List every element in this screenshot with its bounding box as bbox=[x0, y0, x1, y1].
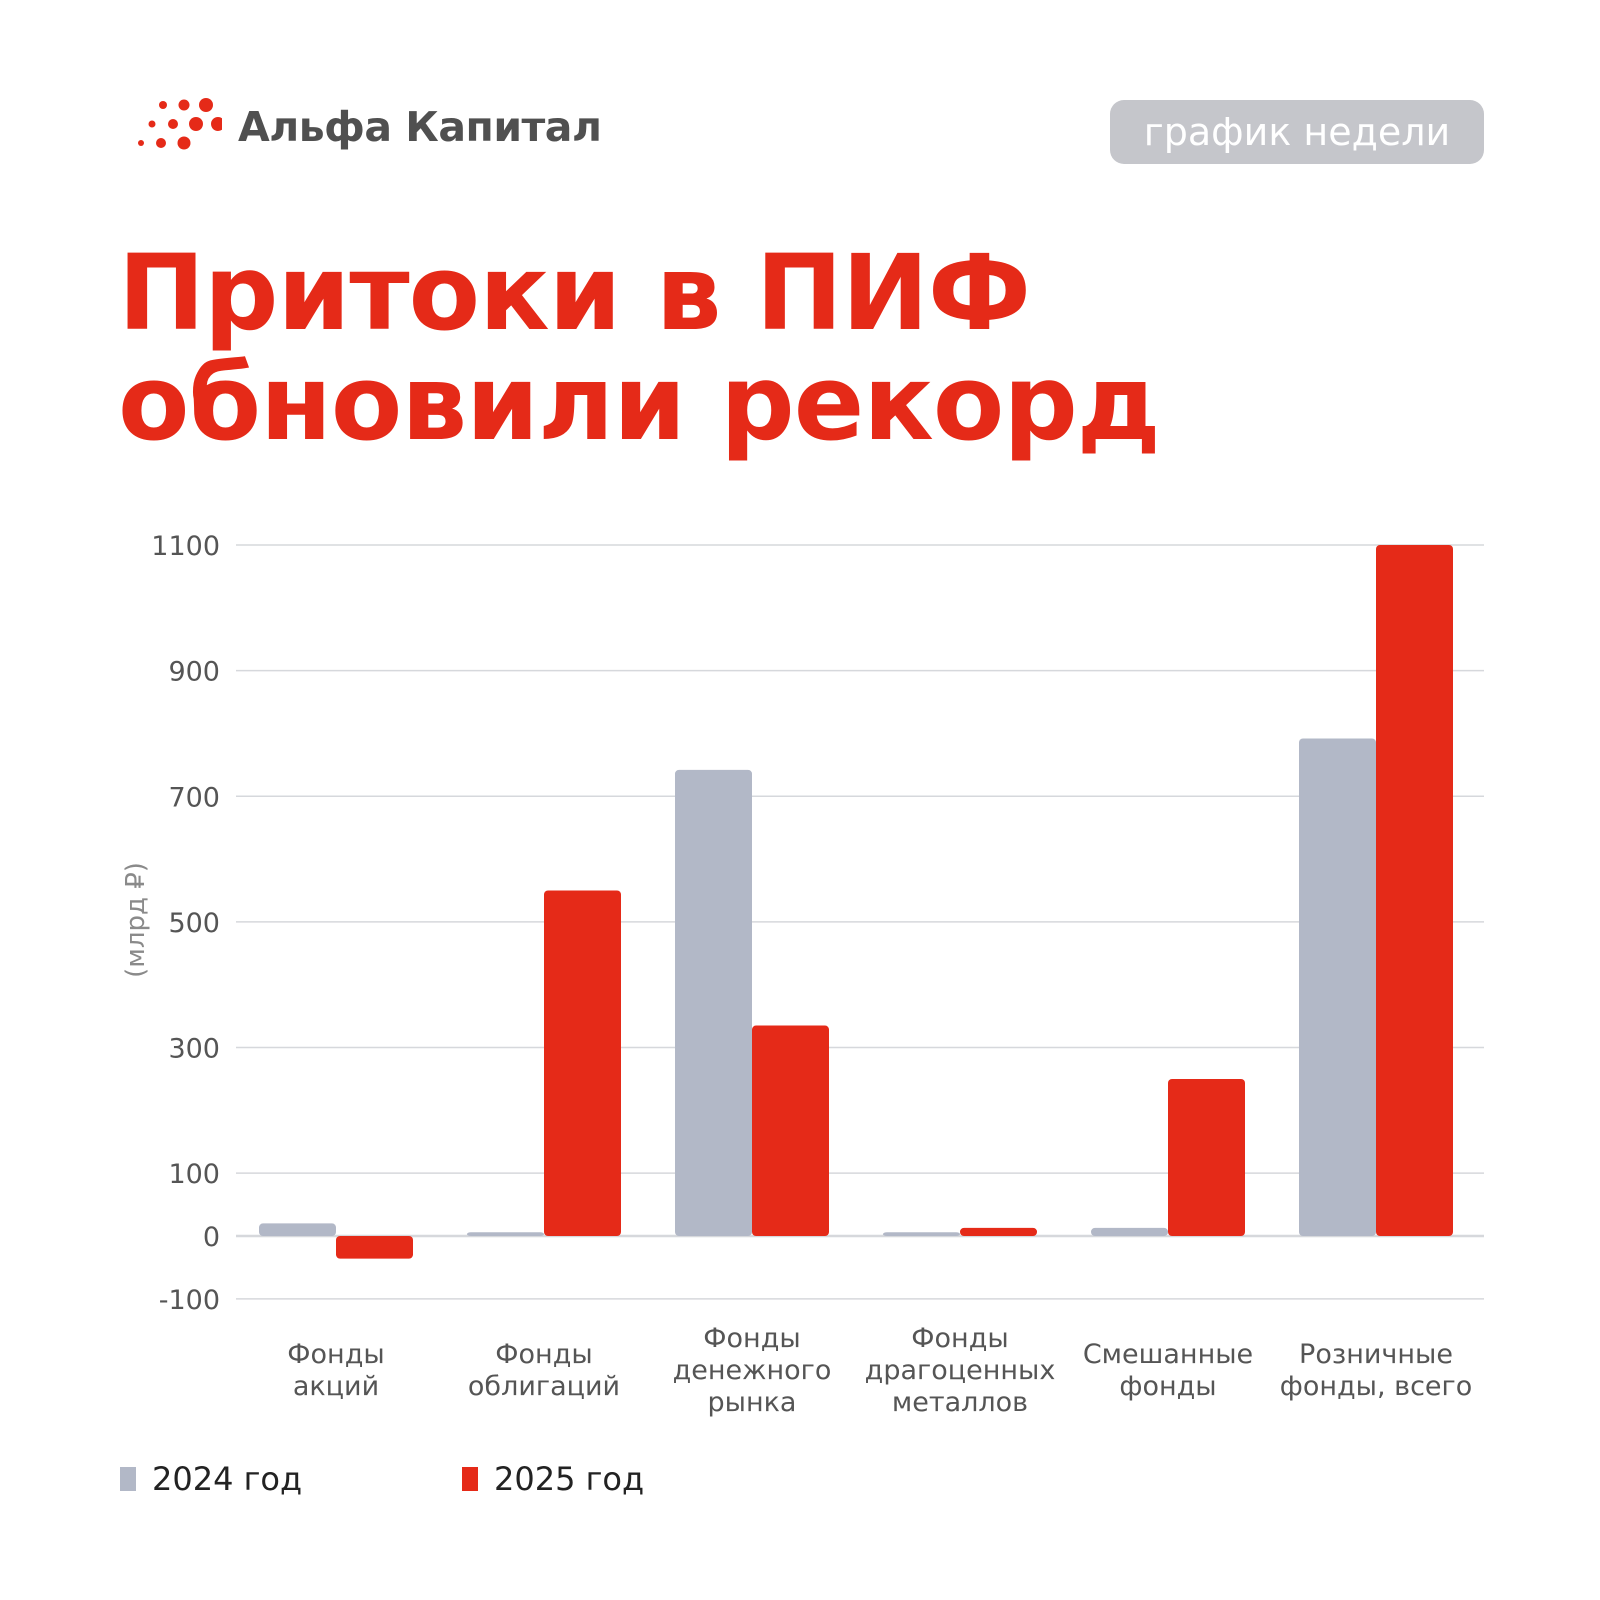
x-tick-label: Фонды bbox=[495, 1339, 592, 1370]
bar-2024 bbox=[259, 1223, 336, 1236]
legend-item-2024: 2024 год bbox=[120, 1460, 302, 1498]
y-tick-label: 700 bbox=[168, 782, 220, 813]
bar-2025 bbox=[336, 1236, 413, 1259]
x-tick-label: Смешанные bbox=[1083, 1339, 1253, 1370]
x-tick-label: облигаций bbox=[468, 1371, 620, 1402]
bar-2025 bbox=[1376, 545, 1453, 1236]
x-tick-label: фонды, всего bbox=[1280, 1371, 1472, 1402]
page-title: Притоки в ПИФ обновили рекорд bbox=[118, 232, 1161, 464]
bar-2025 bbox=[752, 1025, 829, 1236]
x-tick-label: Фонды bbox=[911, 1323, 1008, 1354]
bar-2024 bbox=[467, 1232, 544, 1236]
y-tick-label: 100 bbox=[168, 1159, 220, 1190]
bar-2024 bbox=[1299, 738, 1376, 1236]
x-tick-label: Розничные bbox=[1299, 1339, 1453, 1370]
bar-2024 bbox=[1091, 1227, 1168, 1236]
bar-2025 bbox=[960, 1227, 1037, 1236]
bar-2025 bbox=[1168, 1078, 1245, 1236]
y-tick-label: 900 bbox=[168, 657, 220, 688]
y-tick-label: 500 bbox=[168, 908, 220, 939]
legend-label-2024: 2024 год bbox=[152, 1460, 303, 1498]
x-tick-label: акций bbox=[293, 1371, 379, 1402]
y-axis-label: (млрд ₽) bbox=[121, 862, 151, 978]
bar-2024 bbox=[675, 769, 752, 1236]
x-tick-label: драгоценных bbox=[865, 1355, 1056, 1386]
x-tick-label: металлов bbox=[892, 1387, 1028, 1418]
bar-2024 bbox=[883, 1232, 960, 1236]
week-chart-badge: график недели bbox=[1110, 100, 1484, 164]
brand-name: Альфа Капитал bbox=[238, 103, 602, 151]
y-tick-label: 1100 bbox=[151, 531, 220, 562]
x-tick-label: денежного bbox=[673, 1355, 832, 1386]
y-tick-label: 300 bbox=[168, 1034, 220, 1065]
legend-swatch-2024 bbox=[120, 1467, 136, 1491]
x-tick-label: рынка bbox=[708, 1387, 797, 1418]
bar-2025 bbox=[544, 890, 621, 1236]
legend-label-2025: 2025 год bbox=[494, 1460, 645, 1498]
title-line-2: обновили рекорд bbox=[118, 342, 1161, 464]
x-tick-label: Фонды bbox=[703, 1323, 800, 1354]
brand-logo: Альфа Капитал bbox=[118, 98, 602, 156]
y-tick-label: -100 bbox=[159, 1285, 220, 1316]
logo-dots-icon bbox=[138, 98, 222, 150]
title-line-1: Притоки в ПИФ bbox=[118, 232, 1031, 354]
y-tick-label: 0 bbox=[203, 1222, 220, 1253]
legend-swatch-2025 bbox=[462, 1467, 478, 1491]
x-tick-label: Фонды bbox=[287, 1339, 384, 1370]
x-tick-label: фонды bbox=[1119, 1371, 1216, 1402]
legend-item-2025: 2025 год bbox=[462, 1460, 644, 1498]
